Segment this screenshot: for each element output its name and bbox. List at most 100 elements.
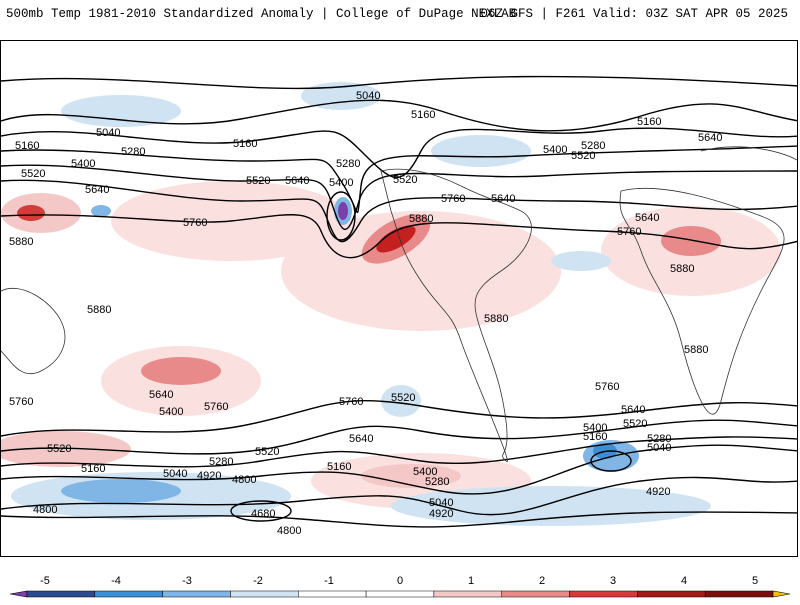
contour-label: 5160 — [233, 138, 257, 150]
contour-label: 5880 — [684, 344, 708, 356]
contour-label: 5520 — [246, 175, 270, 187]
contour-line — [1, 476, 797, 516]
contour-label: 5880 — [87, 304, 111, 316]
cold-anomaly-area — [551, 251, 611, 271]
contour-label: 5760 — [183, 217, 207, 229]
colorbar-segment — [365, 590, 435, 598]
colorbar-segment — [569, 590, 638, 598]
warm-anomaly-core — [376, 225, 416, 253]
cold-anomaly-area — [61, 479, 181, 503]
contour-label: 5280 — [581, 140, 605, 152]
contour-line — [1, 400, 797, 437]
colorbar-tick-label: -1 — [324, 575, 334, 587]
colorbar-segment — [230, 590, 299, 598]
colorbar-tick-label: 0 — [397, 575, 403, 587]
map-header: 500mb Temp 1981-2010 Standardized Anomal… — [0, 0, 800, 36]
contour-label: 5160 — [411, 109, 435, 121]
contour-line — [1, 436, 797, 468]
contour-label: 4800 — [277, 525, 301, 537]
americas-outline — [380, 168, 532, 462]
contour-line — [1, 145, 797, 213]
contour-label: 5640 — [349, 433, 373, 445]
contour-labels: 5040 5040 5160 5160 5160 5160 5280 5280 … — [9, 90, 722, 537]
contour-label: 5280 — [425, 476, 449, 488]
colorbar-segment — [501, 590, 570, 598]
contour-label: 5760 — [617, 226, 641, 238]
contour-label: 4800 — [33, 504, 57, 516]
colorbar-min-arrow — [9, 590, 28, 598]
contour-label: 5280 — [336, 158, 360, 170]
contour-line — [1, 75, 797, 90]
contour-label: 5160 — [81, 463, 105, 475]
contour-label: 5160 — [637, 116, 661, 128]
contour-label: 5880 — [484, 313, 508, 325]
colorbar-segment — [433, 590, 502, 598]
colorbar-tick-label: 2 — [539, 575, 545, 587]
contour-label: 5280 — [647, 433, 671, 445]
contour-label: 5640 — [635, 212, 659, 224]
model-run-info: 06Z GFS | F261 Valid: 03Z SAT APR 05 202… — [480, 7, 788, 21]
colorbar: -5 -4 -3 -2 -1 0 1 2 3 4 5 — [0, 570, 800, 600]
contour-label: 5640 — [621, 404, 645, 416]
contour-label: 5160 — [15, 140, 39, 152]
contour-label: 5640 — [149, 389, 173, 401]
contour-label: 5400 — [329, 177, 353, 189]
colorbar-tick-label: -4 — [111, 575, 121, 587]
contour-label: 5520 — [47, 443, 71, 455]
cold-anomaly-area — [61, 95, 181, 127]
contour-label: 5400 — [583, 422, 607, 434]
contour-label: 5400 — [413, 466, 437, 478]
colorbar-tick-label: -5 — [40, 575, 50, 587]
colorbar-segment — [162, 590, 231, 598]
colorbar-segment — [298, 590, 367, 598]
warm-anomaly-area — [281, 211, 561, 331]
africa-outline — [619, 187, 785, 415]
colorbar-tick-label: 3 — [610, 575, 616, 587]
colorbar-max-arrow — [772, 590, 791, 598]
contour-label: 5640 — [698, 132, 722, 144]
contour-label: 4920 — [197, 470, 221, 482]
contour-label: 5280 — [209, 456, 233, 468]
cold-anomaly-area — [391, 486, 711, 526]
contour-label: 5040 — [429, 497, 453, 509]
contour-label: 5880 — [409, 213, 433, 225]
contour-label: 5760 — [595, 381, 619, 393]
contour-label: 5160 — [327, 461, 351, 473]
contour-line — [1, 99, 797, 132]
contour-label: 4920 — [429, 508, 453, 520]
contour-label: 5400 — [159, 406, 183, 418]
warm-anomaly-area — [141, 357, 221, 385]
contour-label: 5640 — [85, 184, 109, 196]
contour-label: 5760 — [441, 193, 465, 205]
coastlines — [1, 146, 797, 462]
contour-label: 4680 — [251, 508, 275, 520]
colorbar-segment — [26, 590, 96, 598]
map-title: 500mb Temp 1981-2010 Standardized Anomal… — [6, 7, 517, 21]
contour-line — [1, 419, 797, 455]
australia-outline — [1, 288, 66, 374]
colorbar-tick-label: 1 — [468, 575, 474, 587]
cold-anomaly-area — [431, 135, 531, 167]
contour-label: 5520 — [571, 150, 595, 162]
weather-map: 5040 5040 5160 5160 5160 5160 5280 5280 … — [0, 40, 798, 557]
colorbar-tick-label: -3 — [182, 575, 192, 587]
contour-label: 5520 — [393, 174, 417, 186]
colorbar-segment — [94, 590, 163, 598]
contour-label: 5520 — [21, 168, 45, 180]
contour-closed-low — [230, 500, 292, 522]
contour-label: 5040 — [96, 127, 120, 139]
colorbar-svg: -5 -4 -3 -2 -1 0 1 2 3 4 5 — [9, 575, 791, 598]
warm-anomaly-area — [1, 431, 131, 467]
anomaly-shading — [1, 82, 781, 526]
map-canvas: 5040 5040 5160 5160 5160 5160 5280 5280 … — [1, 75, 797, 537]
cold-anomaly-area — [91, 205, 111, 217]
contour-line — [1, 214, 797, 259]
contour-closed-low — [326, 191, 356, 241]
contour-label: 5520 — [623, 418, 647, 430]
contour-label: 5040 — [647, 442, 671, 454]
contour-label: 5400 — [543, 144, 567, 156]
warm-anomaly-area — [661, 226, 721, 256]
colorbar-tick-label: 4 — [681, 575, 687, 587]
contour-label: 4920 — [646, 486, 670, 498]
cold-anomaly-core — [338, 202, 348, 220]
